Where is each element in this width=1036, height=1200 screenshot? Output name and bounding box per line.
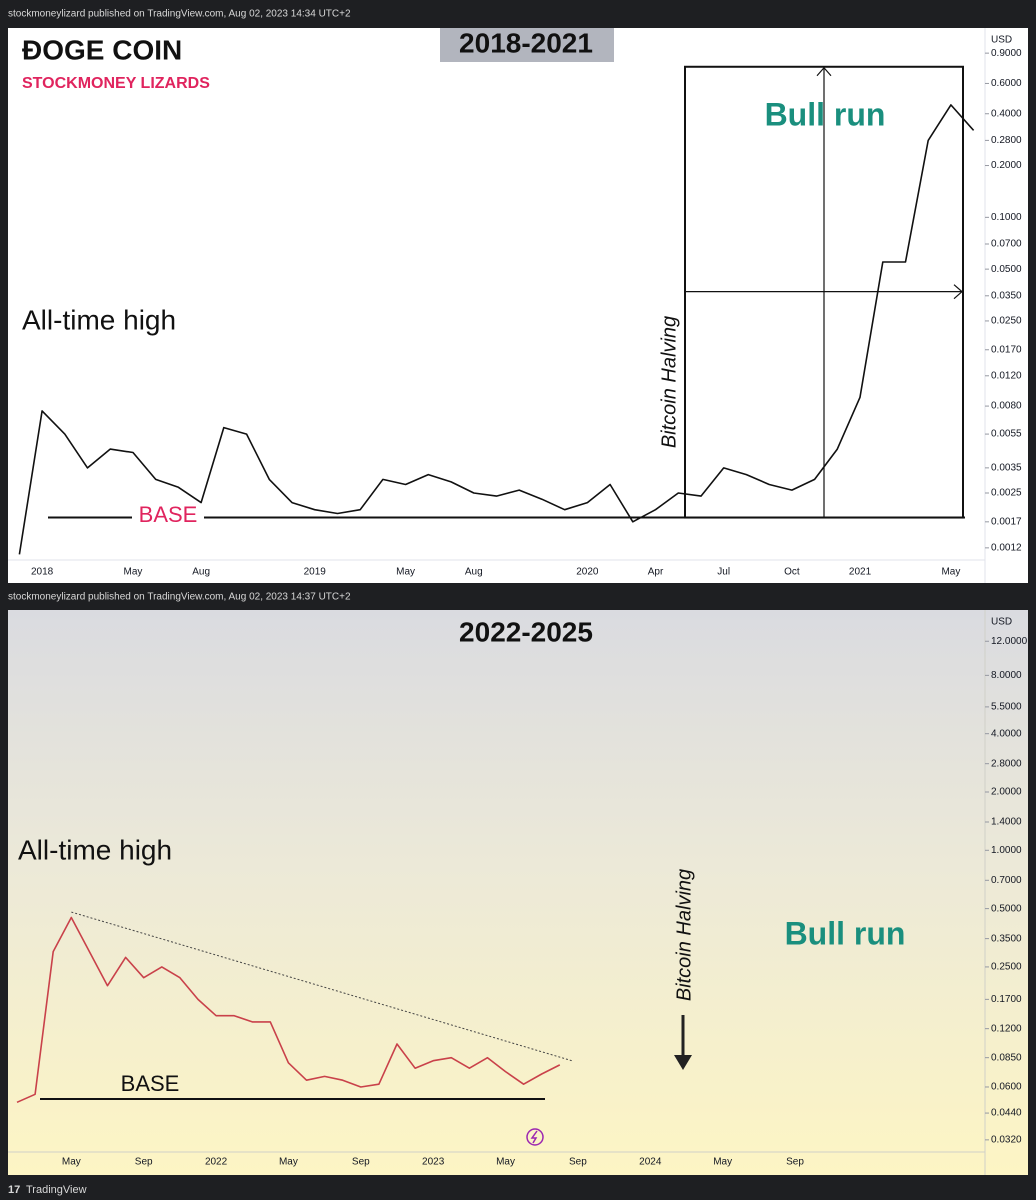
- x-tick-label: Sep: [352, 1157, 370, 1168]
- annotation: Bull run: [785, 915, 906, 951]
- y-tick-label: 0.0120: [991, 370, 1022, 381]
- x-tick-label: May: [62, 1157, 81, 1168]
- x-tick-label: Oct: [784, 567, 800, 578]
- x-tick-label: May: [496, 1157, 515, 1168]
- y-tick-label: 0.0320: [991, 1135, 1022, 1146]
- axis-unit: USD: [991, 617, 1012, 628]
- y-tick-label: 1.0000: [991, 845, 1022, 856]
- y-tick-label: 0.1700: [991, 994, 1022, 1005]
- x-tick-label: Jul: [717, 567, 730, 578]
- x-tick-label: Aug: [192, 567, 210, 578]
- x-tick-label: Aug: [465, 567, 483, 578]
- y-tick-label: 2.0000: [991, 787, 1022, 798]
- publisher-note: stockmoneylizard published on TradingVie…: [8, 9, 351, 20]
- y-tick-label: 0.0350: [991, 290, 1022, 301]
- y-tick-label: 0.9000: [991, 48, 1022, 59]
- y-tick-label: 0.2800: [991, 135, 1022, 146]
- period-label-bg: [440, 28, 614, 62]
- x-tick-label: 2021: [849, 567, 872, 578]
- y-tick-label: 0.5000: [991, 903, 1022, 914]
- y-tick-label: 0.1200: [991, 1023, 1022, 1034]
- x-tick-label: Sep: [135, 1157, 153, 1168]
- y-tick-label: 0.2500: [991, 962, 1022, 973]
- y-tick-label: 0.0500: [991, 264, 1022, 275]
- x-tick-label: May: [124, 567, 143, 578]
- y-tick-label: 0.0170: [991, 344, 1022, 355]
- y-tick-label: 0.0600: [991, 1082, 1022, 1093]
- y-tick-label: 0.0250: [991, 316, 1022, 327]
- halving-arrow: [674, 1055, 692, 1070]
- annotation: All-time high: [18, 834, 172, 865]
- x-tick-label: Sep: [786, 1157, 804, 1168]
- axis-unit: USD: [991, 35, 1012, 46]
- y-tick-label: 0.0700: [991, 239, 1022, 250]
- y-tick-label: 0.3500: [991, 933, 1022, 944]
- event-icon: [530, 1130, 538, 1144]
- y-tick-label: 0.0012: [991, 542, 1022, 553]
- price-line: [16, 916, 561, 1104]
- footer-logo: 17: [8, 1184, 20, 1196]
- y-tick-label: 0.0025: [991, 488, 1022, 499]
- annotation: Bitcoin Halving: [658, 316, 680, 448]
- x-tick-label: 2024: [639, 1157, 662, 1168]
- annotation: Bull run: [765, 96, 886, 132]
- y-tick-label: 4.0000: [991, 728, 1022, 739]
- y-tick-label: 0.0055: [991, 429, 1022, 440]
- footer: TradingView: [26, 1184, 87, 1196]
- x-tick-label: Sep: [569, 1157, 587, 1168]
- x-tick-label: May: [279, 1157, 298, 1168]
- x-tick-label: 2018: [31, 567, 54, 578]
- x-tick-label: 2023: [422, 1157, 445, 1168]
- price-line: [18, 104, 975, 555]
- x-tick-label: 2019: [304, 567, 327, 578]
- range-arrow: [816, 66, 832, 77]
- range-arrow: [953, 284, 963, 300]
- annotation: Bitcoin Halving: [673, 869, 695, 1001]
- x-tick-label: May: [941, 567, 960, 578]
- x-tick-label: Apr: [648, 567, 664, 578]
- period-label: 2022-2025: [459, 616, 593, 647]
- y-tick-label: 1.4000: [991, 817, 1022, 828]
- chart-subtitle: STOCKMONEY LIZARDS: [22, 75, 210, 92]
- y-tick-label: 2.8000: [991, 758, 1022, 769]
- publisher-note: stockmoneylizard published on TradingVie…: [8, 592, 351, 603]
- x-tick-label: May: [713, 1157, 732, 1168]
- y-tick-label: 0.2000: [991, 160, 1022, 171]
- x-tick-label: 2020: [576, 567, 599, 578]
- y-tick-label: 0.1000: [991, 212, 1022, 223]
- y-tick-label: 0.7000: [991, 875, 1022, 886]
- x-tick-label: May: [396, 567, 415, 578]
- annotation: BASE: [139, 502, 198, 527]
- annotation: BASE: [121, 1071, 180, 1096]
- y-tick-label: 12.0000: [991, 636, 1028, 647]
- y-tick-label: 0.0850: [991, 1052, 1022, 1063]
- period-label: 2018-2021: [459, 27, 593, 58]
- y-tick-label: 0.0035: [991, 463, 1022, 474]
- trendline: [71, 911, 572, 1062]
- y-tick-label: 5.5000: [991, 702, 1022, 713]
- y-tick-label: 8.0000: [991, 670, 1022, 681]
- y-tick-label: 0.0017: [991, 516, 1022, 527]
- chart-title: ĐOGE COIN: [22, 34, 182, 65]
- y-tick-label: 0.6000: [991, 78, 1022, 89]
- y-tick-label: 0.0080: [991, 401, 1022, 412]
- x-tick-label: 2022: [205, 1157, 228, 1168]
- annotation: All-time high: [22, 304, 176, 335]
- y-tick-label: 0.4000: [991, 108, 1022, 119]
- event-icon: [526, 1128, 544, 1146]
- y-tick-label: 0.0440: [991, 1108, 1022, 1119]
